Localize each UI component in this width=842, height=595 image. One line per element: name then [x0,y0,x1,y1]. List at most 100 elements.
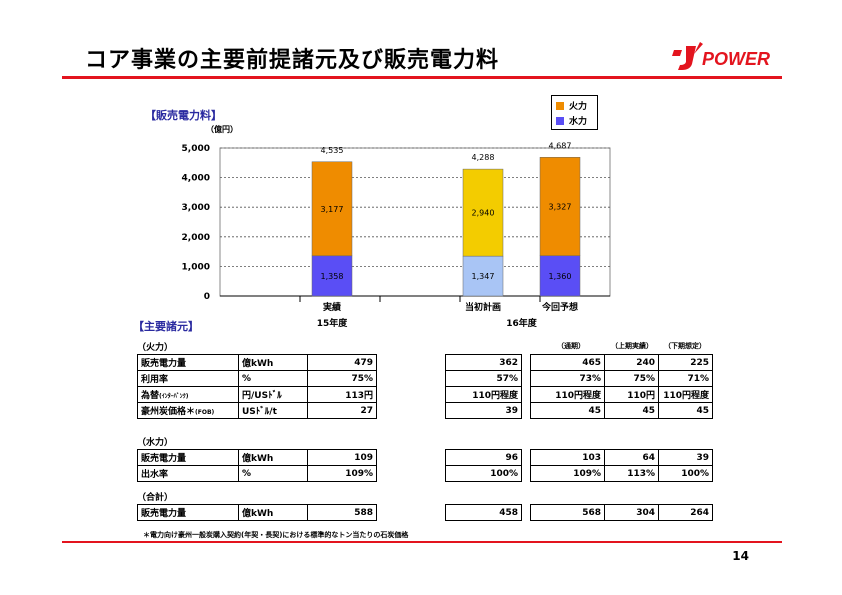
legend-item-fire: 火力 [556,99,587,112]
cell-plan: 57% [445,370,522,387]
table-row: 為替(ｲﾝﾀｰﾊﾞﾝｸ) 円/USﾄﾞﾙ 113円 [137,386,377,403]
legend-label-fire: 火力 [569,102,588,112]
cell-full: 45 [530,402,605,419]
col-first-half: （上期実績） [611,342,653,350]
params-table-forecast: 568 304 264 [530,504,713,521]
cell-actual: 479 [307,354,377,371]
row-name: 販売電力量 [141,454,187,464]
bar-label-total: 4,687 [549,141,572,150]
cell-name: 出水率 [137,465,239,482]
bar-label-fire: 3,177 [321,205,344,214]
table-row: 362 [445,354,522,371]
x-tick-label: 今回予想 [541,301,578,313]
table-row: 109% 113% 100% [530,465,713,482]
table-row: 39 [445,402,522,419]
cell-unit: % [238,370,308,387]
bar-hydro [539,255,581,297]
cell-h2: 39 [658,449,713,466]
table-row: 販売電力量 億kWh 109 [137,449,377,466]
cell-name: 販売電力量 [137,354,239,371]
row-name: 豪州炭価格＊ [141,407,196,417]
params-table-forecast: 465 240 225 73% 75% 71% 110円程度 110円 110円程度 45 45 45 [530,354,713,419]
bar-label-hydro: 1,360 [549,272,572,281]
row-name: 販売電力量 [141,359,187,369]
table-row: 465 240 225 [530,354,713,371]
table-row: 豪州炭価格＊(FOB) USﾄﾞﾙ/t 27 [137,402,377,419]
cell-full: 73% [530,370,605,387]
params-table-plan: 362 57% 110円程度 39 [445,354,522,419]
bar-fire [539,157,581,256]
table-row: 販売電力量 億kWh 479 [137,354,377,371]
cell-unit: USﾄﾞﾙ/t [238,402,308,419]
table-row: 110円程度 110円 110円程度 [530,386,713,403]
cell-plan: 362 [445,354,522,371]
bar-label-hydro: 1,347 [472,272,495,281]
cell-name: 販売電力量 [137,449,239,466]
params-table-plan: 458 [445,504,522,521]
cell-plan: 96 [445,449,522,466]
cell-name: 豪州炭価格＊(FOB) [137,402,239,419]
col-full-year: （通期） [557,342,585,350]
bar-label-total: 4,288 [472,153,495,162]
x-tick-label: 実績 [323,301,341,313]
cell-actual: 113円 [307,386,377,403]
cell-name: 販売電力量 [137,504,239,521]
cell-h2: 225 [658,354,713,371]
legend-swatch-fire [556,101,564,110]
table-row: 568 304 264 [530,504,713,521]
cell-h1: 45 [604,402,659,419]
row-name: 販売電力量 [141,509,187,519]
cell-full: 465 [530,354,605,371]
page-number: 14 [732,549,749,563]
cell-actual: 109 [307,449,377,466]
params-table-actual: 販売電力量 億kWh 588 [137,504,377,521]
cell-h1: 240 [604,354,659,371]
cell-h1: 110円 [604,386,659,403]
y-tick-label: 1,000 [182,262,210,272]
bar-label-fire: 3,327 [549,203,572,212]
cell-h1: 64 [604,449,659,466]
cell-plan: 110円程度 [445,386,522,403]
table-row: 販売電力量 億kWh 588 [137,504,377,521]
cell-name: 利用率 [137,370,239,387]
sales-chart: 0 1,000 2,000 3,000 4,000 5,000 1,358 3,177 4,53… [182,141,611,329]
param-group-label: （火力） [137,343,174,353]
table-row: 103 64 39 [530,449,713,466]
cell-actual: 75% [307,370,377,387]
bar-label-fire: 2,940 [472,209,495,218]
cell-name: 為替(ｲﾝﾀｰﾊﾞﾝｸ) [137,386,239,403]
row-name: 為替 [141,391,160,401]
cell-plan: 458 [445,504,522,521]
table-row: 73% 75% 71% [530,370,713,387]
cell-unit: 円/USﾄﾞﾙ [238,386,308,403]
table-row: 458 [445,504,522,521]
cell-full: 109% [530,465,605,482]
cell-plan: 39 [445,402,522,419]
chart-unit: （億円） [206,125,238,134]
bar-hydro [462,255,504,297]
param-group-label: （水力） [137,438,174,448]
table-row: 45 45 45 [530,402,713,419]
cell-h1: 75% [604,370,659,387]
params-table-forecast: 103 64 39 109% 113% 100% [530,449,713,482]
params-table-actual: 販売電力量 億kWh 479 利用率% 75% 為替(ｲﾝﾀｰﾊﾞﾝｸ) 円/USﾄﾞﾙ 11… [137,354,377,419]
table-row: 出水率% 109% [137,465,377,482]
footer-divider [62,541,782,543]
y-tick-label: 3,000 [182,203,210,213]
chart-legend: 火力 水力 [551,95,598,130]
cell-h1: 113% [604,465,659,482]
jpower-logo: POWER [672,42,770,70]
params-heading: 【主要諸元】 [133,320,199,333]
cell-unit: 億kWh [238,354,308,371]
chart-heading: 【販売電力料】 [145,109,222,122]
bar-hydro [311,255,353,297]
cell-unit: 億kWh [238,449,308,466]
cell-full: 568 [530,504,605,521]
table-row: 100% [445,465,522,482]
cell-h2: 45 [658,402,713,419]
y-tick-label: 2,000 [182,233,210,243]
params-table-plan: 96 100% [445,449,522,482]
logo-text: POWER [702,49,770,69]
cell-actual: 109% [307,465,377,482]
legend-item-hydro: 水力 [556,114,587,127]
